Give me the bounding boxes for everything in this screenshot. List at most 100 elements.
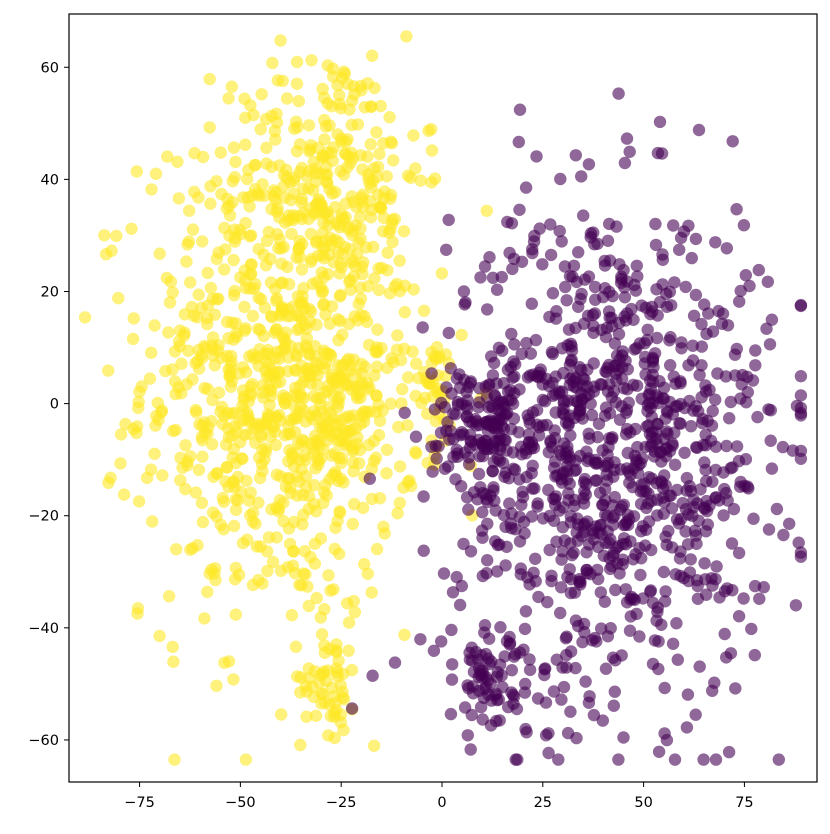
data-point [344,273,357,287]
data-point [201,266,214,280]
data-point [208,567,221,580]
data-point [286,559,300,572]
data-point [650,283,663,296]
data-point [380,170,393,183]
data-point [740,396,753,409]
data-point [670,617,683,630]
data-point [161,150,174,163]
plot-frame [68,13,818,783]
data-point [587,326,600,339]
data-point [524,347,537,360]
data-point [668,753,682,766]
data-point [530,150,543,163]
data-point [512,426,525,439]
data-point [332,451,345,464]
data-point [390,343,404,356]
data-point [562,494,575,507]
data-point [125,222,138,235]
data-point [544,218,557,231]
data-point [290,55,304,69]
data-point [490,565,504,578]
data-point [371,323,384,336]
data-point [374,99,387,113]
data-point [623,624,637,637]
data-point [513,203,526,216]
data-point [249,278,262,291]
data-point [702,307,715,320]
data-point [609,359,623,372]
data-point [464,377,477,390]
data-point [329,201,342,214]
data-point [616,558,629,571]
data-point [328,731,341,745]
data-point [204,180,217,193]
data-point [380,443,394,456]
data-point [532,429,546,442]
data-point [564,705,577,718]
data-point [631,440,644,454]
data-point [331,78,344,92]
data-point [666,637,680,650]
data-point [398,406,411,419]
data-point [568,394,582,407]
data-point [555,235,568,248]
data-point [504,517,517,530]
data-point [351,118,365,131]
data-point [186,542,199,555]
data-point [578,485,591,498]
data-point [531,692,545,705]
data-point [687,309,701,322]
data-point [271,74,284,87]
data-point [545,345,559,359]
data-point [334,164,347,178]
data-point [728,348,742,361]
data-point [440,424,453,437]
data-point [269,133,282,146]
data-point [462,451,475,464]
data-point [271,201,284,215]
data-point [507,690,521,703]
data-point [576,635,589,649]
data-point [346,444,359,458]
data-point [277,389,290,402]
data-point [401,419,414,432]
data-point [572,300,585,313]
data-point [575,287,588,301]
data-point [195,301,208,314]
data-point [296,182,310,195]
data-point [480,492,493,506]
data-point [425,144,439,157]
data-point [355,357,368,371]
data-point [210,510,223,523]
data-point [304,143,317,156]
data-point [561,726,575,740]
data-point [536,393,550,407]
data-point [346,517,359,531]
data-point [557,396,570,410]
data-point [261,564,274,578]
data-point [666,439,679,452]
data-point [192,463,206,477]
data-point [525,510,539,523]
data-point [327,583,340,596]
data-point [156,469,169,482]
data-point [355,407,369,420]
data-point [464,545,478,558]
data-point [243,427,256,441]
data-point [483,251,496,264]
data-point [354,232,367,245]
data-point [449,473,462,486]
data-point [545,569,558,582]
data-point [398,628,411,641]
data-point [486,465,499,478]
data-point [264,310,278,323]
data-point [253,189,266,202]
data-point [102,364,115,377]
data-point [347,465,360,478]
data-point [601,234,615,247]
data-point [649,238,663,252]
data-point [416,321,429,334]
data-point [407,283,420,296]
data-point [520,336,533,350]
data-point [337,65,351,78]
